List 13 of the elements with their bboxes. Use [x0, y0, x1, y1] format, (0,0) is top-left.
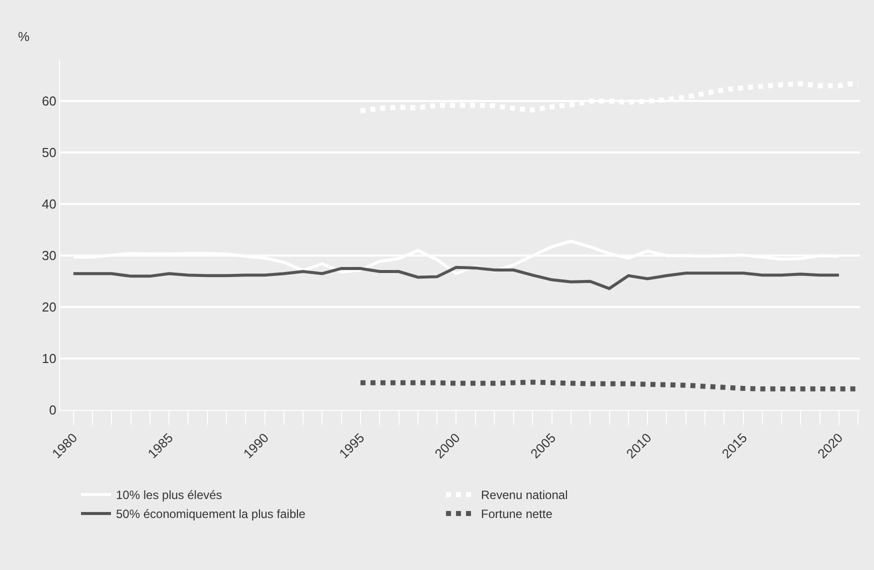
legend-label: Revenu national [481, 488, 568, 502]
legend-label: 10% les plus élevés [116, 488, 222, 502]
y-tick-label: 60 [42, 94, 56, 109]
legend-label: 50% économiquement la plus faible [116, 507, 306, 522]
y-tick-label: 10 [42, 351, 56, 366]
y-tick-label: 0 [49, 402, 56, 418]
y-axis-title: % [18, 29, 30, 44]
y-tick-label: 40 [42, 196, 56, 212]
y-tick-label: 50 [42, 145, 56, 160]
y-tick-label: 20 [42, 300, 56, 315]
legend-label: Fortune nette [481, 507, 553, 522]
y-tick-label: 30 [42, 248, 56, 264]
line-series [72, 266, 840, 290]
